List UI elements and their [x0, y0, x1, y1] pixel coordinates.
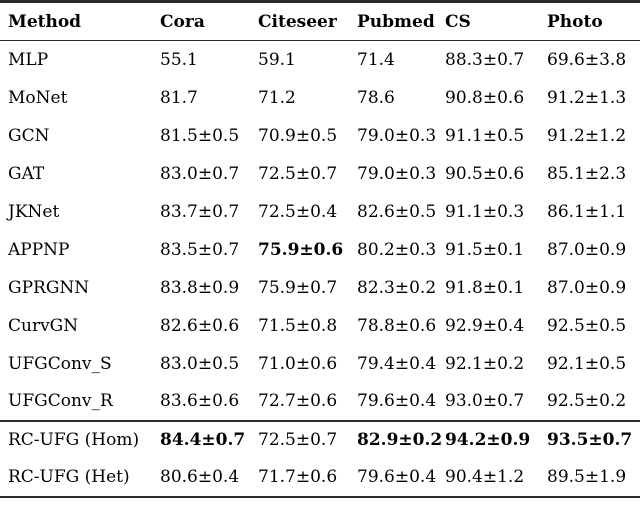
method-cell: MLP — [8, 49, 49, 70]
method-cell: JKNet — [8, 201, 60, 222]
value-cell: 80.6±0.4 — [160, 467, 240, 487]
value-cell: 78.6 — [357, 87, 395, 108]
value-cell: 71.4 — [357, 49, 395, 70]
value-cell: 81.5±0.5 — [160, 125, 240, 146]
value-cell: 55.1 — [160, 49, 198, 70]
value-cell: 79.6±0.4 — [357, 467, 437, 487]
value-cell: 92.1±0.5 — [547, 353, 627, 374]
value-cell: 91.1±0.5 — [445, 125, 525, 146]
value-cell: 83.0±0.5 — [160, 353, 240, 374]
value-cell: 91.2±1.3 — [547, 87, 627, 108]
column-header-photo: Photo — [547, 11, 603, 32]
table-row: APPNP 83.5±0.7 75.9±0.6 80.2±0.3 91.5±0.1 87.… — [0, 231, 640, 269]
value-cell: 72.5±0.7 — [258, 163, 338, 184]
table-row: MLP 55.1 59.1 71.4 88.3±0.7 69.6±3.8 — [0, 41, 640, 79]
table-row: GAT 83.0±0.7 72.5±0.7 79.0±0.3 90.5±0.6 85.1±… — [0, 155, 640, 193]
value-cell: 79.0±0.3 — [357, 125, 437, 146]
value-cell: 82.3±0.2 — [357, 277, 437, 298]
column-header-pubmed: Pubmed — [357, 11, 435, 32]
value-cell: 92.1±0.2 — [445, 353, 525, 374]
method-cell: CurvGN — [8, 315, 79, 336]
value-cell: 87.0±0.9 — [547, 277, 627, 298]
value-cell: 90.8±0.6 — [445, 87, 525, 108]
header-row: Method Cora Citeseer Pubmed CS Photo — [0, 2, 640, 41]
value-cell: 79.6±0.4 — [357, 391, 437, 411]
method-cell: GAT — [8, 163, 45, 184]
method-cell: RC-UFG (Hom) — [8, 430, 140, 450]
value-cell: 71.2 — [258, 87, 296, 108]
table-row: RC-UFG (Het) 80.6±0.4 71.7±0.6 79.6±0.4 90.4… — [0, 459, 640, 497]
method-cell: MoNet — [8, 87, 68, 108]
column-header-cora: Cora — [160, 11, 205, 32]
value-cell: 69.6±3.8 — [547, 49, 627, 70]
value-cell: 92.9±0.4 — [445, 315, 525, 336]
method-cell: UFGConv_S — [8, 353, 112, 374]
table-row: CurvGN 82.6±0.6 71.5±0.8 78.8±0.6 92.9±0.4 92… — [0, 307, 640, 345]
value-cell: 71.0±0.6 — [258, 353, 338, 374]
value-cell: 94.2±0.9 — [445, 430, 531, 450]
value-cell: 89.5±1.9 — [547, 467, 627, 487]
column-header-cs: CS — [445, 11, 471, 32]
value-cell: 91.5±0.1 — [445, 239, 525, 260]
value-cell: 83.8±0.9 — [160, 277, 240, 298]
value-cell: 72.5±0.4 — [258, 201, 338, 222]
value-cell: 71.5±0.8 — [258, 315, 338, 336]
value-cell: 82.6±0.5 — [357, 201, 437, 222]
value-cell: 79.4±0.4 — [357, 353, 437, 374]
value-cell: 91.8±0.1 — [445, 277, 525, 298]
method-cell: RC-UFG (Het) — [8, 467, 130, 487]
method-cell: GPRGNN — [8, 277, 90, 298]
value-cell: 81.7 — [160, 87, 198, 108]
table-row: RC-UFG (Hom) 84.4±0.7 72.5±0.7 82.9±0.2 94.2… — [0, 420, 640, 459]
value-cell: 83.0±0.7 — [160, 163, 240, 184]
value-cell: 90.5±0.6 — [445, 163, 525, 184]
value-cell: 75.9±0.7 — [258, 277, 338, 298]
value-cell: 70.9±0.5 — [258, 125, 338, 146]
table-row: GPRGNN 83.8±0.9 75.9±0.7 82.3±0.2 91.8±0.1 87… — [0, 269, 640, 307]
value-cell: 91.2±1.2 — [547, 125, 627, 146]
value-cell: 93.0±0.7 — [445, 391, 525, 411]
column-header-citeseer: Citeseer — [258, 11, 337, 32]
value-cell: 84.4±0.7 — [160, 430, 246, 450]
value-cell: 78.8±0.6 — [357, 315, 437, 336]
value-cell: 72.7±0.6 — [258, 391, 338, 411]
value-cell: 83.6±0.6 — [160, 391, 240, 411]
value-cell: 86.1±1.1 — [547, 201, 627, 222]
column-header-method: Method — [8, 11, 82, 32]
value-cell: 85.1±2.3 — [547, 163, 627, 184]
method-cell: GCN — [8, 125, 50, 146]
value-cell: 71.7±0.6 — [258, 467, 338, 487]
value-cell: 92.5±0.5 — [547, 315, 627, 336]
value-cell: 79.0±0.3 — [357, 163, 437, 184]
method-cell: UFGConv_R — [8, 391, 113, 411]
value-cell: 80.2±0.3 — [357, 239, 437, 260]
value-cell: 83.5±0.7 — [160, 239, 240, 260]
value-cell: 93.5±0.7 — [547, 430, 633, 450]
value-cell: 59.1 — [258, 49, 296, 70]
value-cell: 82.6±0.6 — [160, 315, 240, 336]
table-row: JKNet 83.7±0.7 72.5±0.4 82.6±0.5 91.1±0.3 86.… — [0, 193, 640, 231]
value-cell: 87.0±0.9 — [547, 239, 627, 260]
value-cell: 72.5±0.7 — [258, 430, 338, 450]
value-cell: 83.7±0.7 — [160, 201, 240, 222]
value-cell: 82.9±0.2 — [357, 430, 443, 450]
table-row: MoNet 81.7 71.2 78.6 90.8±0.6 91.2±1.3 — [0, 79, 640, 117]
results-table: Method Cora Citeseer Pubmed CS Photo MLP 55.1 5… — [0, 0, 640, 498]
table-row: UFGConv_R 83.6±0.6 72.7±0.6 79.6±0.4 93.0±0.… — [0, 383, 640, 421]
table-row: UFGConv_S 83.0±0.5 71.0±0.6 79.4±0.4 92.1±0.… — [0, 345, 640, 383]
value-cell: 88.3±0.7 — [445, 49, 525, 70]
value-cell: 92.5±0.2 — [547, 391, 627, 411]
table-row: GCN 81.5±0.5 70.9±0.5 79.0±0.3 91.1±0.5 91.2±… — [0, 117, 640, 155]
value-cell: 75.9±0.6 — [258, 239, 344, 260]
method-cell: APPNP — [8, 239, 70, 260]
value-cell: 91.1±0.3 — [445, 201, 525, 222]
value-cell: 90.4±1.2 — [445, 467, 525, 487]
